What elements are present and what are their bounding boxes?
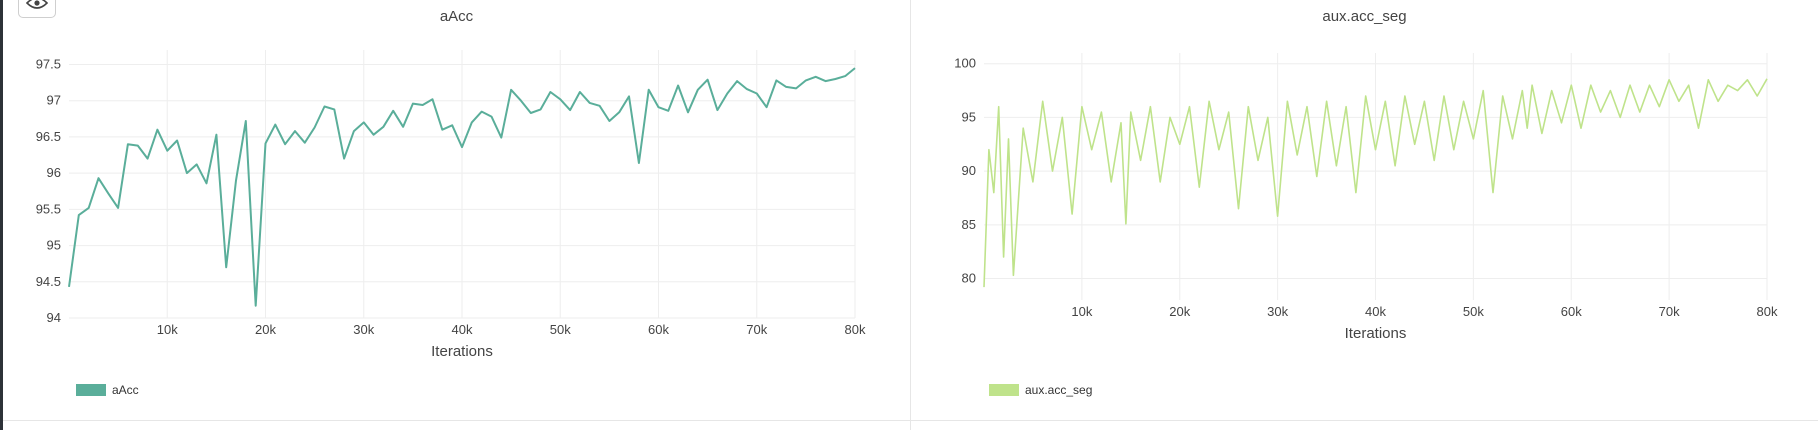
- panel-divider-vertical: [910, 0, 911, 430]
- y-tick-label: 95.5: [36, 201, 61, 216]
- series-line[interactable]: [68, 67, 856, 307]
- x-tick-label: 50k: [550, 322, 571, 337]
- panel-divider-horizontal: [3, 420, 1818, 421]
- chart-plot-aux-acc-seg[interactable]: 10k 20k 30k 40k 50k 60k 70k 80k 80 85 90 95 100 Itera…: [911, 0, 1818, 420]
- chart-plot-aacc[interactable]: 10k 20k 30k 40k 50k 60k 70k 80k 94 94.5 95 95.5 96 96…: [3, 0, 910, 420]
- x-tick-label: 10k: [1071, 304, 1092, 319]
- x-tick-label: 30k: [1267, 304, 1288, 319]
- x-tick-label: 60k: [648, 322, 669, 337]
- y-tick-label: 94.5: [36, 274, 61, 289]
- series-line[interactable]: [983, 78, 1768, 288]
- chart-panel-aacc: aAcc 10k 20k 30k 40k 50k 60k 70k 80k 94 94.5 95 95.…: [3, 0, 910, 420]
- legend-swatch: [989, 384, 1019, 396]
- chart-title: aux.acc_seg: [1322, 8, 1407, 25]
- x-tick-label: 80k: [1757, 304, 1778, 319]
- y-tick-label: 100: [954, 56, 976, 71]
- y-tick-label: 95: [47, 238, 61, 253]
- x-axis-title: Iterations: [1345, 325, 1407, 342]
- y-tick-label: 96: [47, 165, 61, 180]
- y-tick-label: 94: [47, 310, 61, 325]
- x-tick-label: 80k: [845, 322, 866, 337]
- window-left-edge: [0, 0, 3, 430]
- y-tick-label: 96.5: [36, 129, 61, 144]
- y-tick-label: 85: [962, 217, 976, 232]
- x-tick-label: 70k: [746, 322, 767, 337]
- chart-panel-aux-acc-seg: aux.acc_seg 10k 20k 30k 40k 50k 60k 70k 80k 80 85…: [911, 0, 1818, 420]
- x-tick-label: 30k: [353, 322, 374, 337]
- legend-label: aux.acc_seg: [1025, 383, 1093, 397]
- y-tick-label: 80: [962, 271, 976, 286]
- x-tick-label: 60k: [1561, 304, 1582, 319]
- x-tick-label: 40k: [1365, 304, 1386, 319]
- toggle-visibility-button[interactable]: [18, 0, 56, 18]
- legend-label: aAcc: [112, 383, 139, 397]
- legend-swatch: [76, 384, 106, 396]
- y-tick-label: 90: [962, 163, 976, 178]
- x-tick-label: 10k: [157, 322, 178, 337]
- chart-title: aAcc: [439, 8, 474, 25]
- legend[interactable]: aux.acc_seg: [989, 383, 1092, 397]
- y-tick-label: 95: [962, 109, 976, 124]
- eye-icon: [26, 0, 48, 9]
- y-tick-label: 97: [47, 93, 61, 108]
- x-tick-label: 20k: [1169, 304, 1190, 319]
- x-tick-label: 20k: [255, 322, 276, 337]
- legend[interactable]: aAcc: [76, 383, 139, 397]
- x-tick-label: 50k: [1463, 304, 1484, 319]
- x-tick-label: 70k: [1659, 304, 1680, 319]
- x-tick-label: 40k: [452, 322, 473, 337]
- y-tick-label: 97.5: [36, 56, 61, 71]
- x-axis-title: Iterations: [431, 343, 493, 360]
